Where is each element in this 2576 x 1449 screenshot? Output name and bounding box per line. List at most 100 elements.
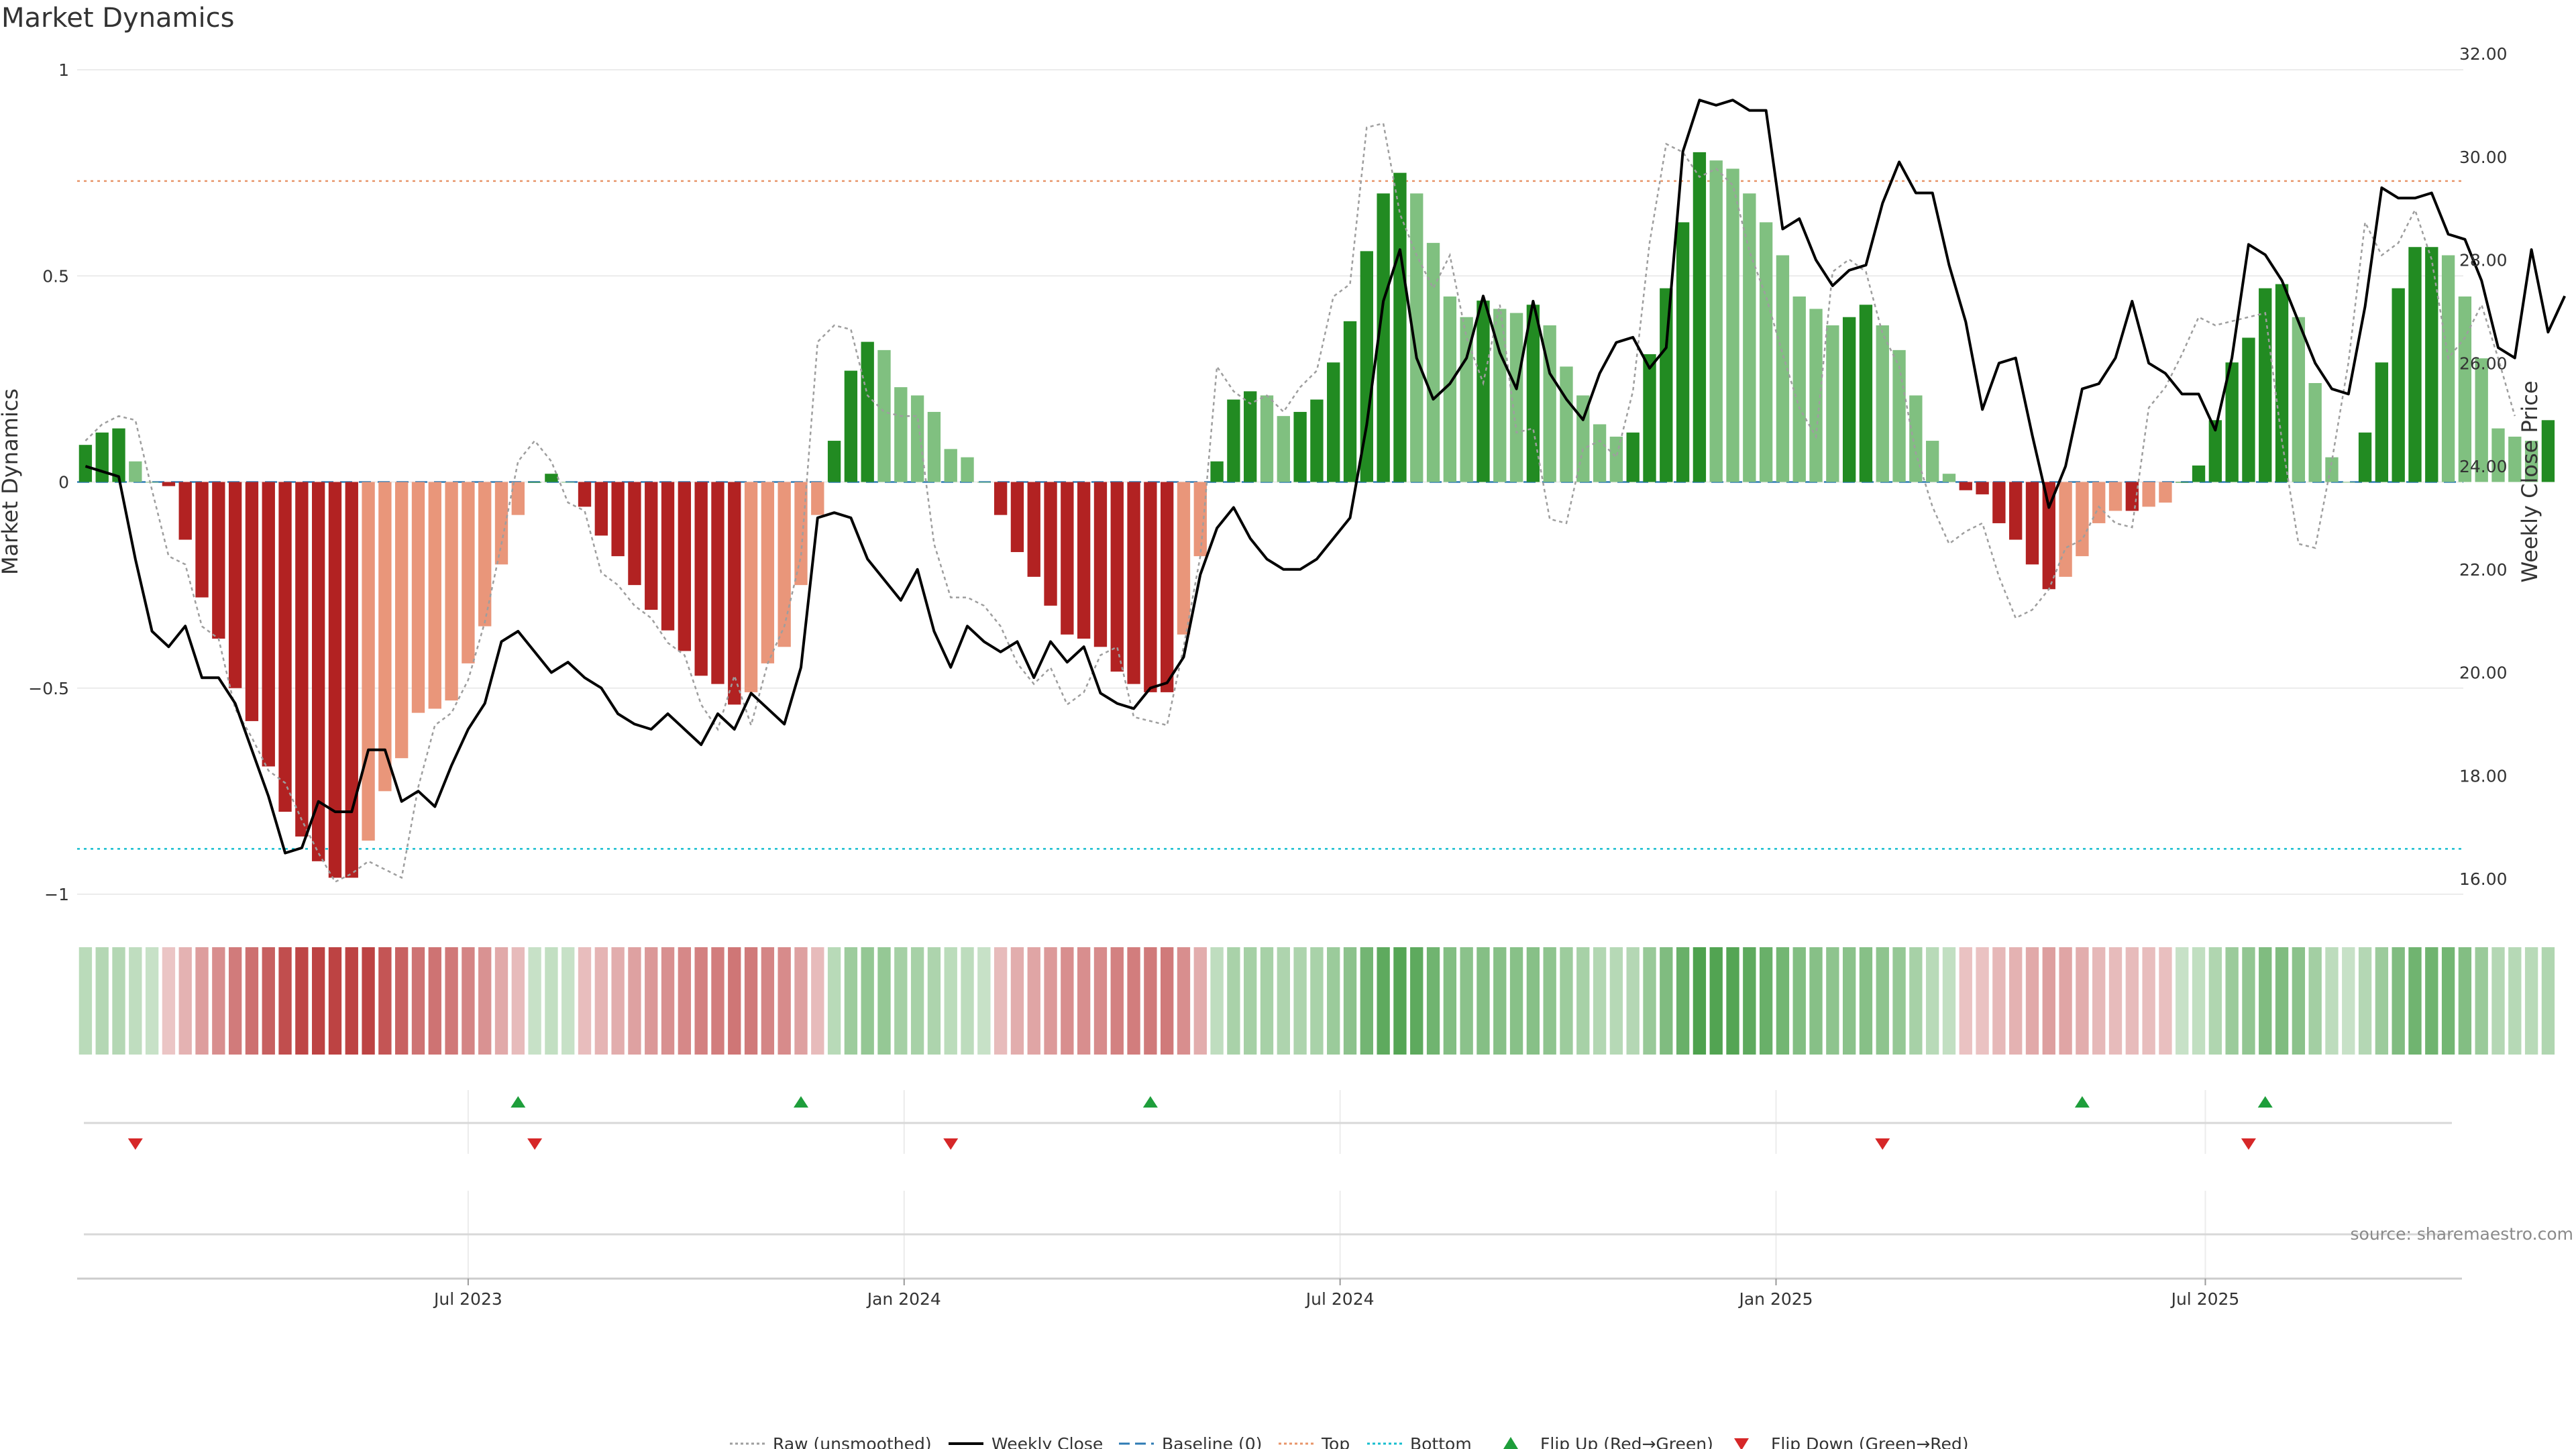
market-dynamics-bar: [2009, 482, 2023, 540]
heat-cell: [2524, 947, 2538, 1055]
flip-marker-panel: [84, 1090, 2452, 1278]
flip-down-marker: [2241, 1138, 2256, 1150]
heat-cell: [744, 947, 758, 1055]
market-dynamics-bar: [1942, 474, 1956, 482]
market-dynamics-bar: [1310, 399, 1324, 482]
heat-cell: [578, 947, 592, 1055]
market-dynamics-bar: [278, 482, 292, 812]
market-dynamics-bar: [927, 412, 941, 482]
market-dynamics-bar: [1293, 412, 1307, 482]
heat-cell: [1327, 947, 1340, 1055]
market-dynamics-bar: [1826, 325, 1839, 482]
market-dynamics-bar: [1709, 160, 1723, 482]
legend-label: Baseline (0): [1162, 1434, 1262, 1449]
heat-cell: [378, 947, 392, 1055]
market-dynamics-bar: [811, 482, 824, 515]
market-dynamics-bar: [844, 370, 858, 482]
heat-cell: [2425, 947, 2438, 1055]
heat-cell: [1410, 947, 1424, 1055]
heat-cell: [462, 947, 475, 1055]
market-dynamics-bar: [2441, 255, 2455, 482]
market-dynamics-bar: [528, 482, 541, 483]
heat-cell: [1609, 947, 1623, 1055]
heat-cell: [328, 947, 342, 1055]
heat-cell: [511, 947, 525, 1055]
market-dynamics-bar: [494, 482, 508, 565]
legend-label: Raw (unsmoothed): [773, 1434, 932, 1449]
heat-cell: [2275, 947, 2289, 1055]
market-dynamics-bar: [362, 482, 375, 841]
market-dynamics-bar: [1909, 395, 1923, 482]
market-dynamics-bar: [661, 482, 675, 631]
heat-cell: [1925, 947, 1939, 1055]
market-dynamics-bar: [1992, 482, 2006, 523]
heat-cell: [1493, 947, 1507, 1055]
market-dynamics-bar: [1626, 432, 1640, 482]
market-dynamics-bar: [1093, 482, 1108, 647]
heat-cell: [1560, 947, 1573, 1055]
x-tick-label: Jul 2024: [1305, 1289, 1375, 1309]
market-dynamics-bar: [2142, 482, 2155, 507]
market-dynamics-bar: [1277, 416, 1290, 482]
heat-cell: [445, 947, 458, 1055]
heat-cell: [1792, 947, 1806, 1055]
heat-cell: [2508, 947, 2522, 1055]
heat-cell: [1360, 947, 1373, 1055]
market-dynamics-bar: [511, 482, 525, 515]
market-dynamics-bar: [2192, 465, 2206, 482]
heat-cell: [561, 947, 575, 1055]
market-dynamics-bar: [628, 482, 641, 586]
x-tick-label: Jul 2023: [433, 1289, 502, 1309]
right-tick-label: 32.00: [2459, 44, 2508, 64]
market-dynamics-bar: [2392, 288, 2405, 482]
heat-cell: [1726, 947, 1739, 1055]
heat-cell: [2059, 947, 2072, 1055]
heat-cell: [212, 947, 225, 1055]
market-dynamics-bar: [645, 482, 658, 610]
heat-cell: [1110, 947, 1124, 1055]
heat-cell: [694, 947, 708, 1055]
heat-cell: [1709, 947, 1723, 1055]
heat-cell: [1244, 947, 1257, 1055]
market-dynamics-bar: [545, 474, 558, 482]
heat-cell: [1310, 947, 1324, 1055]
right-tick-label: 18.00: [2459, 766, 2508, 786]
market-dynamics-bar: [2508, 436, 2522, 482]
source-note: source: sharemaestro.com: [2351, 1224, 2574, 1244]
heat-cell: [811, 947, 824, 1055]
heat-cell: [245, 947, 259, 1055]
market-dynamics-bar: [1210, 461, 1224, 482]
legend-flip-down-icon: [1734, 1438, 1749, 1449]
heat-cell: [2042, 947, 2055, 1055]
flip-up-marker: [1142, 1096, 1158, 1108]
market-dynamics-bar: [1410, 193, 1424, 482]
heat-cell: [1976, 947, 1989, 1055]
market-dynamics-bar: [1776, 255, 1790, 482]
heat-cell: [1643, 947, 1656, 1055]
market-dynamics-bar: [1892, 350, 1906, 482]
market-dynamics-bar: [2358, 432, 2372, 482]
heat-cell: [1293, 947, 1307, 1055]
market-dynamics-bar: [1743, 193, 1756, 482]
heat-cell: [1892, 947, 1906, 1055]
market-dynamics-bar: [1560, 366, 1573, 482]
heat-cell: [2458, 947, 2472, 1055]
market-dynamics-bar: [1976, 482, 1989, 494]
market-dynamics-bar: [2242, 337, 2255, 482]
heat-cell: [1842, 947, 1856, 1055]
market-dynamics-bar: [1193, 482, 1207, 557]
market-dynamics-bar: [2524, 441, 2538, 482]
market-dynamics-bar: [611, 482, 625, 557]
heat-cell: [1343, 947, 1357, 1055]
market-dynamics-bar: [245, 482, 259, 721]
heat-cell: [2225, 947, 2239, 1055]
legend-flip-up-icon: [1503, 1437, 1518, 1449]
market-dynamics-bar: [794, 482, 808, 586]
heat-cell: [1260, 947, 1274, 1055]
heat-cell: [311, 947, 325, 1055]
market-dynamics-bar: [178, 482, 192, 540]
legend-label: Bottom: [1410, 1434, 1472, 1449]
heat-cell: [1227, 947, 1240, 1055]
market-dynamics-bar: [2059, 482, 2072, 577]
